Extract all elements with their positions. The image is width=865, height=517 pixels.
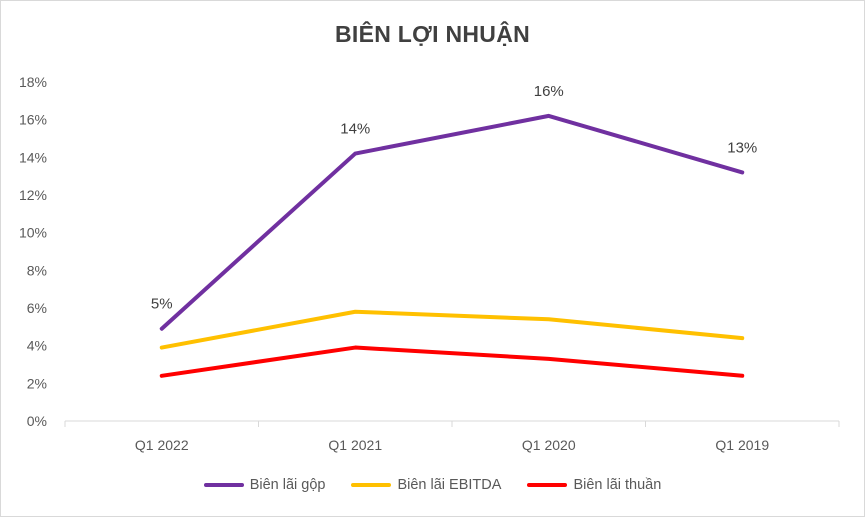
legend: Biên lãi gộp Biên lãi EBITDA Biên lãi th…	[1, 477, 864, 493]
series-line-ebitda	[159, 309, 745, 350]
chart-title: BIÊN LỢI NHUẬN	[334, 21, 531, 47]
legend-swatch-net	[527, 483, 568, 487]
data-label: 13%	[727, 139, 757, 156]
x-tick-label: Q1 2019	[715, 437, 769, 453]
y-tick-label: 8%	[27, 262, 47, 278]
legend-item-ebitda: Biên lãi EBITDA	[351, 477, 501, 493]
series-line-net	[159, 345, 745, 378]
y-tick-label: 14%	[19, 149, 47, 165]
y-tick-label: 18%	[19, 74, 47, 90]
line-chart: 0% 2% 4% 6% 8% 10% 12% 14% 16% 18% Q1 2022 Q1 2021…	[19, 74, 840, 453]
legend-label-net: Biên lãi thuần	[573, 477, 662, 493]
x-axis: Q1 2022 Q1 2021 Q1 2020 Q1 2019	[64, 420, 840, 453]
y-tick-label: 6%	[27, 300, 47, 316]
data-labels: 5% 14% 16% 13%	[151, 83, 757, 313]
legend-swatch-gross	[203, 483, 244, 487]
legend-label-gross: Biên lãi gộp	[249, 477, 326, 493]
series-line-gross	[159, 113, 745, 331]
y-tick-label: 4%	[27, 338, 47, 354]
y-tick-label: 0%	[27, 413, 47, 429]
legend-item-gross: Biên lãi gộp	[203, 477, 326, 493]
data-label: 14%	[340, 121, 370, 138]
data-label: 5%	[151, 296, 173, 313]
y-tick-label: 2%	[27, 375, 47, 391]
y-axis: 0% 2% 4% 6% 8% 10% 12% 14% 16% 18%	[19, 74, 47, 429]
legend-label-ebitda: Biên lãi EBITDA	[397, 477, 502, 493]
series-layer	[159, 113, 745, 378]
legend-item-net: Biên lãi thuần	[527, 477, 661, 493]
y-tick-label: 12%	[19, 187, 47, 203]
x-tick-label: Q1 2021	[328, 437, 382, 453]
legend-swatch-ebitda	[351, 483, 392, 487]
y-tick-label: 10%	[19, 225, 47, 241]
x-tick-label: Q1 2022	[135, 437, 189, 453]
x-tick-label: Q1 2020	[522, 437, 576, 453]
data-label: 16%	[534, 83, 564, 100]
y-tick-label: 16%	[19, 112, 47, 128]
